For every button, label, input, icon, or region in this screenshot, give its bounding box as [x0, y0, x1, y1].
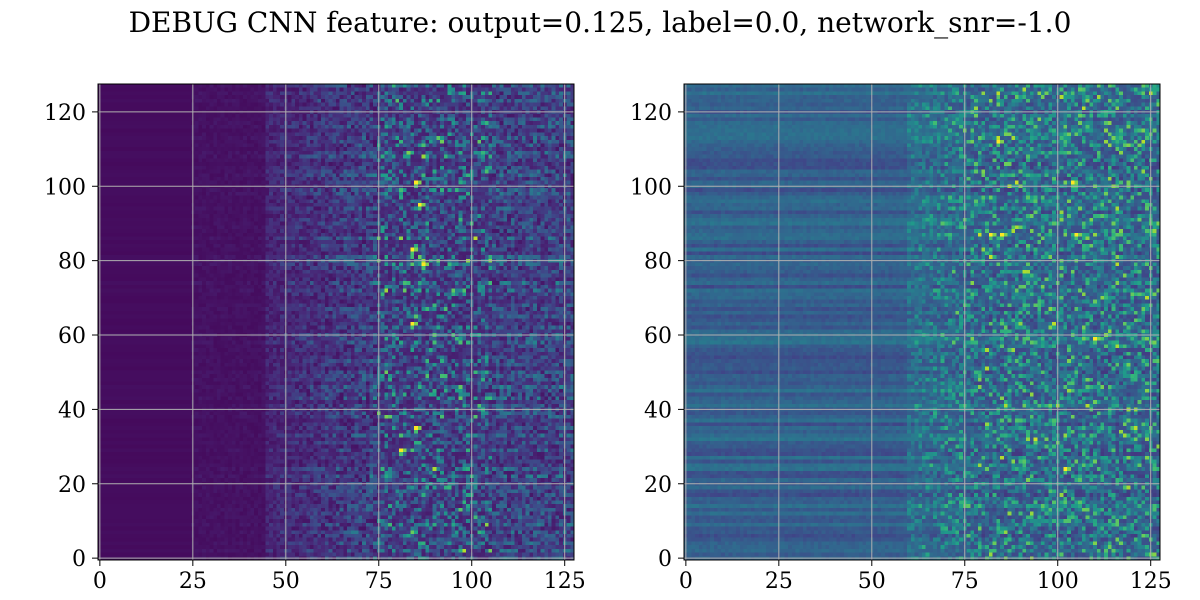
heatmap-panel-2: 0 25 50 75 100 125 0 20 40 60 80 100 120: [630, 83, 1172, 594]
x-tick-label: 125: [1130, 569, 1172, 594]
heatmap-image: [98, 84, 574, 560]
x-tick-label: 75: [951, 569, 979, 594]
axes-frame: [683, 83, 1161, 561]
y-tick-label: 100: [630, 175, 672, 200]
x-tick-label: 75: [365, 569, 393, 594]
x-tick-label: 0: [679, 569, 693, 594]
x-tick-label: 100: [451, 569, 493, 594]
y-tick-label: 100: [44, 175, 86, 200]
heatmap-image: [684, 84, 1160, 560]
axes-frame: [97, 83, 575, 561]
y-tick-label: 40: [58, 398, 86, 423]
y-tick-label: 0: [658, 547, 672, 572]
y-tick-label: 20: [58, 473, 86, 498]
x-tick-label: 50: [858, 569, 886, 594]
y-tick-label: 80: [644, 250, 672, 275]
x-tick-label: 100: [1037, 569, 1079, 594]
figure-title: DEBUG CNN feature: output=0.125, label=0…: [128, 6, 1072, 39]
heatmap-panel-1: 0 25 50 75 100 125 0 20 40 60 80 100 120: [44, 83, 586, 594]
x-tick-label: 50: [272, 569, 300, 594]
y-tick-label: 120: [44, 101, 86, 126]
y-tick-label: 60: [58, 324, 86, 349]
y-tick-label: 40: [644, 398, 672, 423]
x-tick-label: 25: [765, 569, 793, 594]
y-tick-label: 120: [630, 101, 672, 126]
y-tick-label: 60: [644, 324, 672, 349]
x-tick-label: 0: [93, 569, 107, 594]
x-tick-label: 125: [544, 569, 586, 594]
x-tick-label: 25: [179, 569, 207, 594]
y-tick-label: 0: [72, 547, 86, 572]
y-tick-label: 80: [58, 250, 86, 275]
y-tick-label: 20: [644, 473, 672, 498]
